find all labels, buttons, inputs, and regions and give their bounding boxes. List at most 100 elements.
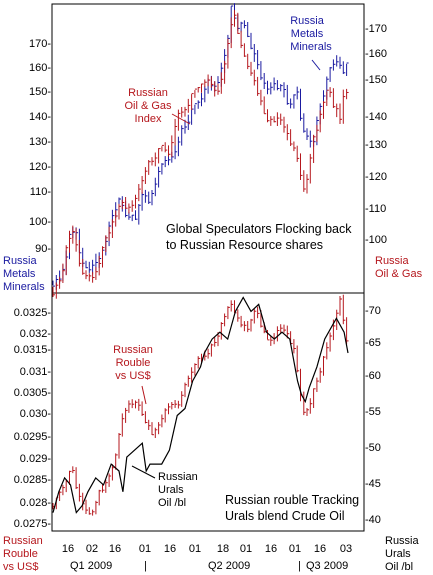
bottom-right-ticks: -70 -65 -60 -55 -50 -45 -40 [365, 305, 381, 526]
x-tick-label: 16 [314, 543, 326, 555]
label-line: Russian [113, 344, 153, 356]
tick-label: 90- [35, 243, 51, 255]
tick-label: 0.029- [20, 453, 52, 465]
label-line: Index [135, 113, 162, 125]
top-left-axis-label: Russia Metals Minerals [3, 255, 45, 293]
tick-label: -50 [365, 442, 381, 454]
tick-label: -110 [365, 203, 386, 215]
x-tick-label: 02 [86, 543, 98, 555]
label-line: Russian [128, 87, 168, 99]
tick-label: 120- [29, 161, 51, 173]
annotation-line: Global Speculators Flocking back [166, 222, 352, 236]
tick-label: 170- [29, 38, 51, 50]
label-line: Minerals [3, 281, 45, 293]
label-line: Oil & Gas [124, 100, 172, 112]
tick-label: 0.030- [20, 408, 52, 420]
label-line: Russia [385, 535, 420, 547]
tick-label: 0.028- [20, 497, 52, 509]
leader-line [131, 465, 156, 479]
tick-label: -70 [365, 305, 381, 317]
tick-label: 110- [30, 186, 52, 198]
series-label-urals: Russian Urals Oil /bl [158, 471, 198, 509]
tick-label: -55 [365, 406, 381, 418]
top-left-ticks: 170- 160- 150- 140- 130- 120- 110- 100- … [29, 38, 51, 255]
tick-label: 130- [29, 136, 51, 148]
label-line: Minerals [290, 41, 332, 53]
x-tick-label: 03 [340, 543, 352, 555]
annotation-line: to Russian Resource shares [166, 238, 323, 252]
label-line: Metals [3, 268, 36, 280]
series-label-metals: Russia Metals Minerals [290, 15, 332, 53]
top-right-axis-label: Russia Oil & Gas [375, 255, 423, 280]
bottom-panel-frame [51, 292, 365, 532]
annotation-line: Urals blend Crude Oil [225, 509, 345, 523]
tick-label: -60 [365, 370, 381, 382]
quarter-label: Q1 2009 [70, 560, 112, 572]
top-annotation: Global Speculators Flocking back to Russ… [166, 222, 352, 252]
x-tick-label: 16 [265, 543, 277, 555]
tick-label: -120 [365, 171, 387, 183]
tick-label: 0.0305- [14, 387, 52, 399]
tick-label: -150 [365, 74, 387, 86]
x-tick-label: 16 [62, 543, 74, 555]
tick-label: 0.0285- [14, 474, 52, 486]
quarter-separator: | [144, 560, 147, 572]
quarter-label: Q2 2009 [208, 560, 250, 572]
x-day-labels: 16 02 16 01 16 01 04 18 01 16 01 16 01 1… [62, 543, 352, 555]
tick-label: 100- [29, 216, 51, 228]
x-quarter-labels: Q1 2009 | Q2 2009 | Q3 2009 [70, 560, 348, 572]
leader-line [311, 59, 321, 71]
tick-label: 0.032- [20, 328, 52, 340]
x-tick-label: 01 [289, 543, 301, 555]
tick-label: 140- [29, 111, 51, 123]
tick-label: 0.0295- [14, 431, 52, 443]
tick-label: 0.0315- [14, 344, 52, 356]
label-line: vs US$ [3, 561, 38, 573]
x-tick-label: 01 [139, 543, 151, 555]
tick-label: -140 [365, 111, 387, 123]
tick-label: 0.0325- [14, 307, 52, 319]
label-line: Russia [3, 255, 38, 267]
label-line: Oil & Gas [375, 268, 423, 280]
bottom-annotation: Russian rouble Tracking Urals blend Crud… [225, 493, 359, 523]
x-tick-label: 16 [109, 543, 121, 555]
bottom-left-axis-label: Russian Rouble vs US$ [3, 535, 43, 573]
label-line: Russian [158, 471, 198, 483]
tick-label: -40 [365, 514, 381, 526]
series-label-rouble: Russian Rouble vs US$ [113, 344, 153, 382]
quarter-separator: | [298, 560, 301, 572]
label-line: Metals [291, 28, 324, 40]
label-line: Russia [290, 15, 325, 27]
label-line: Russia [375, 255, 410, 267]
label-line: Urals [385, 548, 411, 560]
label-line: Rouble [116, 357, 151, 369]
bottom-right-axis-label: Russia Urals Oil /bl [385, 535, 420, 573]
leader-line [171, 113, 191, 125]
leader-line [141, 385, 147, 405]
x-tick-label: 16 [164, 543, 176, 555]
tick-label: 150- [29, 86, 51, 98]
series-russian-rouble-vs-us- [52, 294, 349, 516]
series-label-oilgas: Russian Oil & Gas Index [124, 87, 172, 125]
tick-label: -130 [365, 139, 387, 151]
series-line-russian-urals-oil-bl [52, 296, 349, 514]
annotation-line: Russian rouble Tracking [225, 493, 359, 507]
bottom-left-ticks: 0.0325- 0.032- 0.0315- 0.031- 0.0305- 0.… [14, 307, 52, 530]
x-tick-label: 01 [240, 543, 252, 555]
x-tick-label: 18 [217, 543, 229, 555]
x-tick-label: 01 [189, 543, 201, 555]
tick-label: 0.031- [20, 366, 52, 378]
series-russian-oil-gas-index [52, 10, 349, 299]
top-right-ticks: -170 -160 -150 -140 -130 -120 -110 -100 [365, 23, 387, 246]
tick-label: -160 [365, 48, 387, 60]
tick-label: 0.0275- [14, 518, 52, 530]
label-line: Oil /bl [385, 561, 413, 573]
tick-label: -170 [365, 23, 387, 35]
tick-label: -65 [365, 337, 381, 349]
tick-label: -100 [365, 234, 387, 246]
label-line: Urals [158, 484, 184, 496]
label-line: Oil /bl [158, 497, 186, 509]
label-line: Rouble [3, 548, 38, 560]
